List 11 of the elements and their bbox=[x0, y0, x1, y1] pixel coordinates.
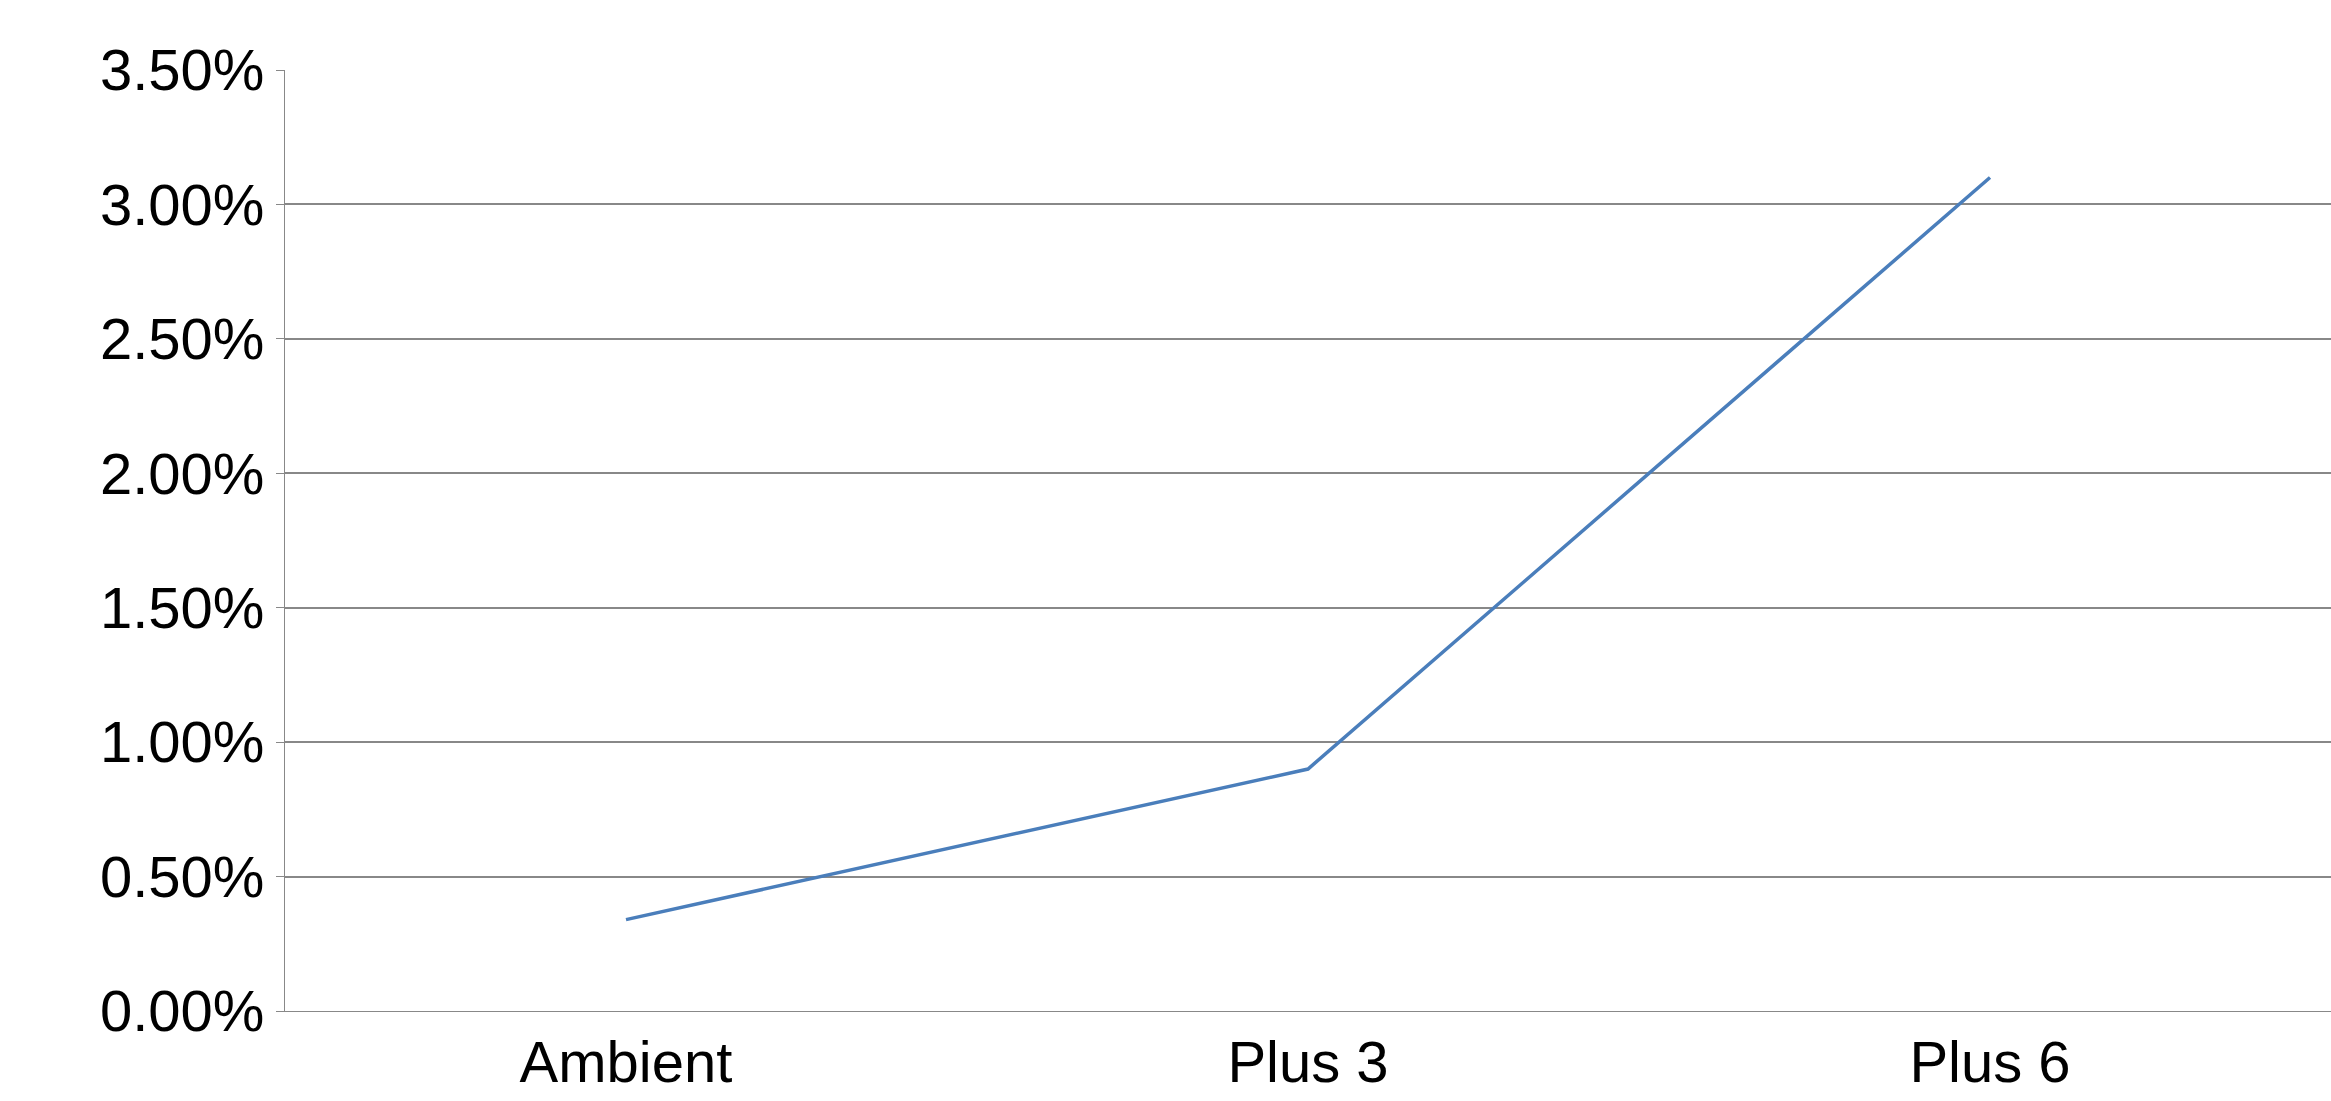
y-tick-label: 1.50% bbox=[99, 575, 265, 641]
y-tick-label: 0.00% bbox=[99, 978, 265, 1044]
y-tick-label: 2.00% bbox=[99, 440, 265, 506]
y-tick-label: 3.00% bbox=[99, 171, 265, 237]
x-tick-label: Plus 6 bbox=[1909, 1028, 2071, 1094]
y-tick-label: 1.00% bbox=[99, 709, 265, 775]
x-tick-label: Plus 3 bbox=[1227, 1028, 1389, 1094]
y-tick-label: 2.50% bbox=[99, 306, 265, 372]
x-tick-label: Ambient bbox=[519, 1028, 733, 1094]
y-tick-label: 3.50% bbox=[99, 37, 265, 103]
y-tick-label: 0.50% bbox=[99, 843, 265, 909]
